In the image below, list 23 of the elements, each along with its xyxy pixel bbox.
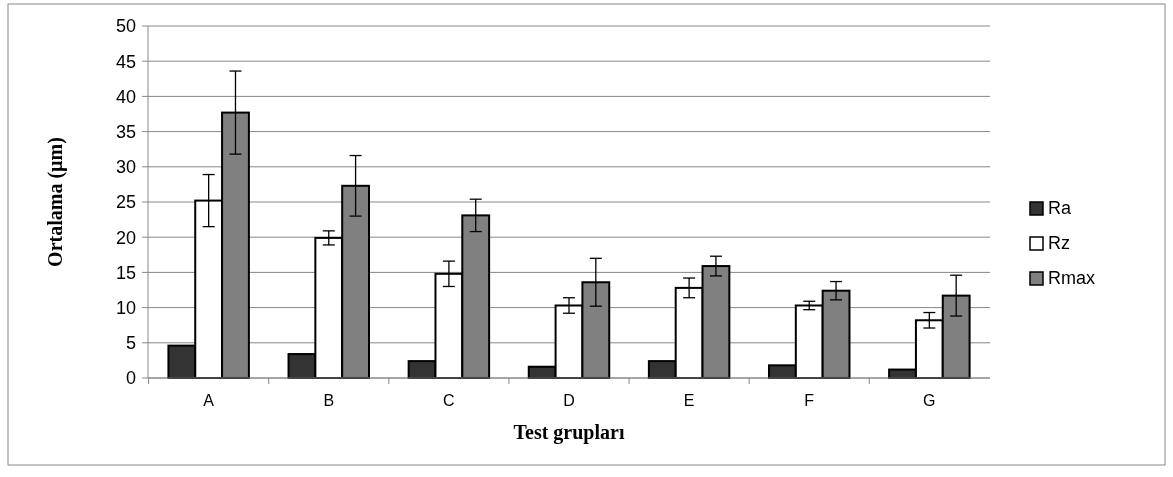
x-tick-label: A	[203, 392, 215, 409]
y-tick-label: 10	[115, 297, 136, 318]
legend-label: Rmax	[1048, 268, 1096, 289]
y-tick-label: 45	[115, 51, 136, 72]
y-tick-label: 40	[115, 86, 136, 107]
y-tick-label: 35	[115, 121, 136, 142]
x-axis-title: Test grupları	[513, 421, 625, 444]
x-tick-label: C	[443, 392, 455, 409]
x-tick-label: B	[323, 392, 335, 409]
y-tick-label: 0	[125, 368, 136, 389]
legend-label: Rz	[1048, 233, 1070, 254]
x-tick-label: G	[923, 392, 936, 409]
x-tick-label: D	[563, 392, 575, 409]
x-tick-label: F	[804, 392, 815, 409]
x-tick-label: E	[683, 392, 695, 409]
legend-label: Ra	[1048, 198, 1072, 219]
y-tick-label: 50	[115, 16, 136, 37]
y-tick-label: 15	[115, 262, 136, 283]
y-tick-label: 25	[115, 192, 136, 213]
y-axis-title: Ortalama (µm)	[44, 137, 67, 267]
y-tick-label: 5	[125, 333, 136, 354]
y-tick-label: 20	[115, 227, 136, 248]
y-tick-label: 30	[115, 157, 136, 178]
